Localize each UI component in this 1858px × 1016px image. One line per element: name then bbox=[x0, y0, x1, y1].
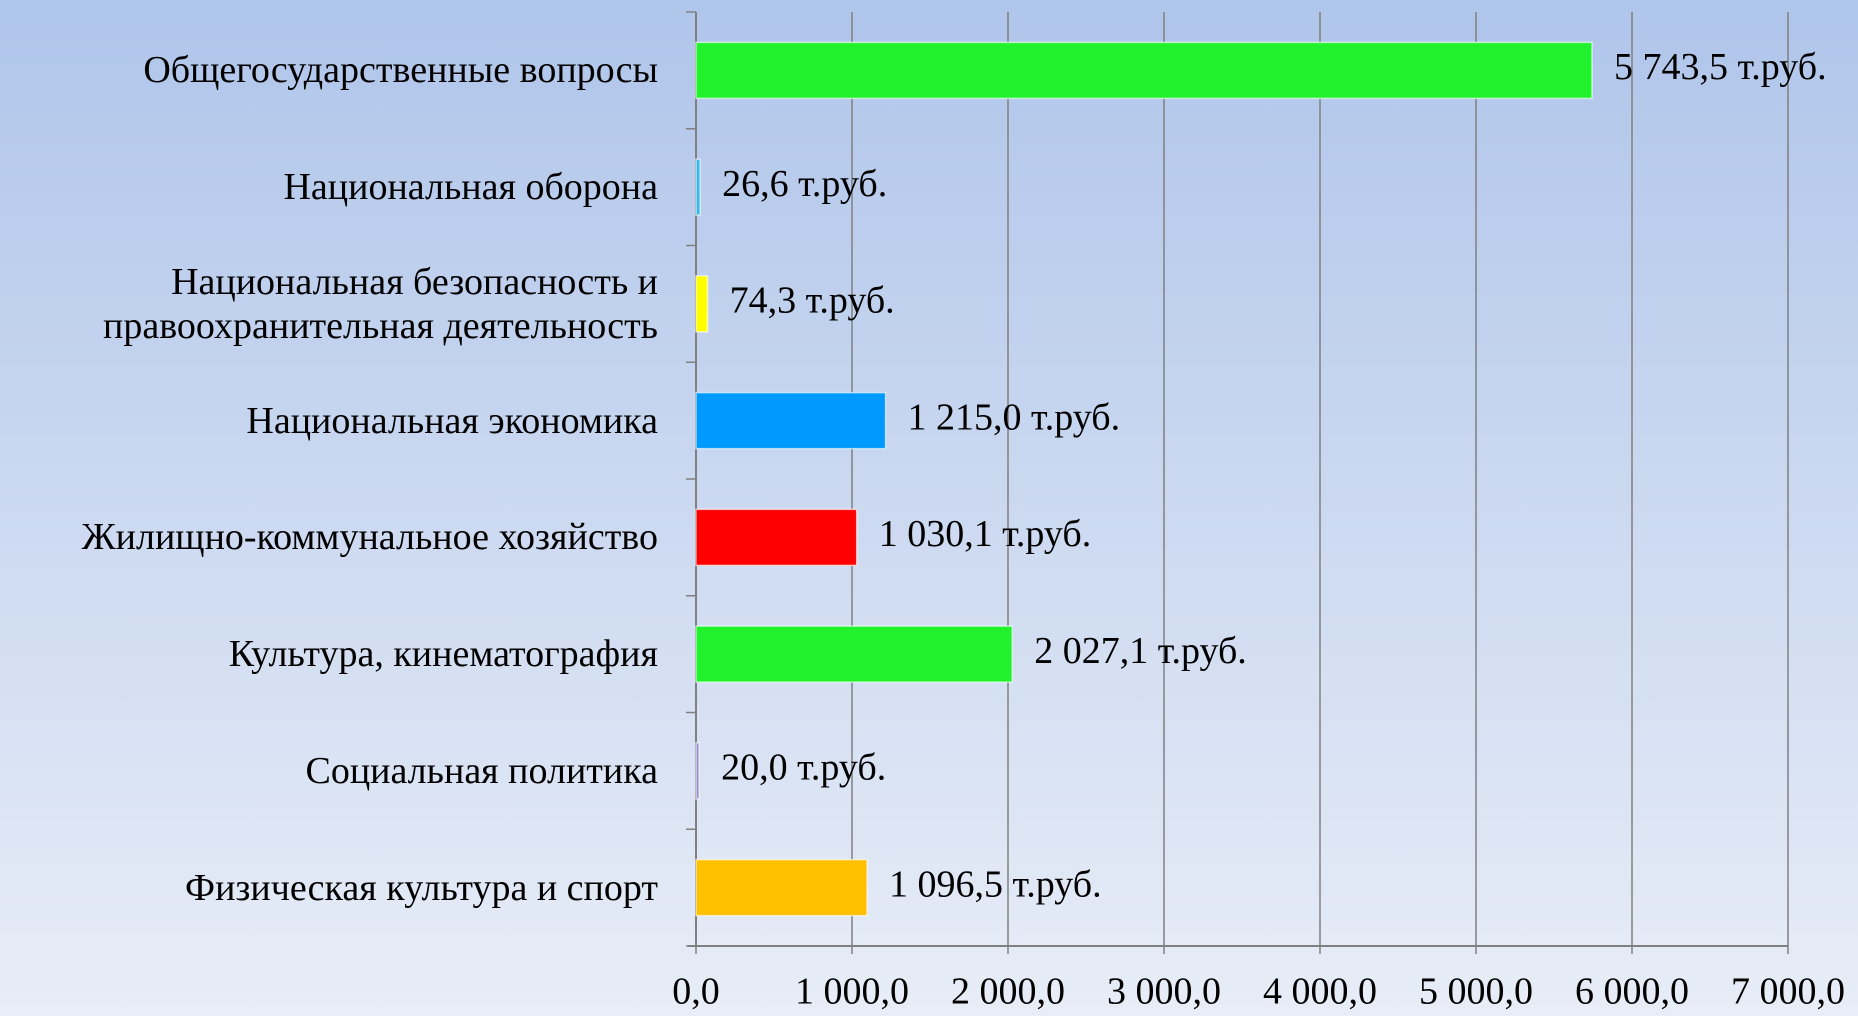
value-label: 5 743,5 т.руб. bbox=[1614, 46, 1827, 88]
x-tick-label: 0,0 bbox=[672, 971, 720, 1013]
x-tick-label: 3 000,0 bbox=[1107, 971, 1221, 1013]
x-tick-label: 1 000,0 bbox=[795, 971, 909, 1013]
bar bbox=[695, 275, 709, 333]
bar bbox=[695, 391, 887, 450]
x-tick-label: 7 000,0 bbox=[1731, 971, 1845, 1013]
bar bbox=[695, 858, 868, 917]
category-label: Культура, кинематография bbox=[228, 633, 658, 676]
category-label: Общегосударственные вопросы bbox=[143, 49, 658, 92]
x-tick-label: 5 000,0 bbox=[1419, 971, 1533, 1013]
value-label: 1 030,1 т.руб. bbox=[879, 513, 1092, 555]
category-label: Национальная экономика bbox=[246, 399, 658, 442]
bar bbox=[695, 41, 1593, 100]
x-tick-label: 2 000,0 bbox=[951, 971, 1065, 1013]
x-tick-label: 6 000,0 bbox=[1575, 971, 1689, 1013]
category-label: Физическая культура и спорт bbox=[185, 866, 658, 909]
bar bbox=[695, 742, 700, 800]
value-label: 1 215,0 т.руб. bbox=[908, 396, 1121, 438]
category-label: Национальная безопасность и правоохранит… bbox=[103, 260, 658, 347]
category-label: Национальная оборона bbox=[283, 166, 658, 209]
value-label: 1 096,5 т.руб. bbox=[889, 863, 1102, 905]
category-label: Жилищно-коммунальное хозяйство bbox=[81, 516, 658, 559]
value-label: 74,3 т.руб. bbox=[730, 280, 895, 322]
x-tick-label: 4 000,0 bbox=[1263, 971, 1377, 1013]
category-label: Социальная политика bbox=[305, 749, 658, 792]
bar bbox=[695, 508, 858, 567]
value-label: 2 027,1 т.руб. bbox=[1034, 630, 1247, 672]
value-label: 20,0 т.руб. bbox=[721, 747, 886, 789]
bar bbox=[695, 625, 1013, 683]
bar bbox=[695, 158, 701, 216]
value-label: 26,6 т.руб. bbox=[722, 163, 887, 205]
